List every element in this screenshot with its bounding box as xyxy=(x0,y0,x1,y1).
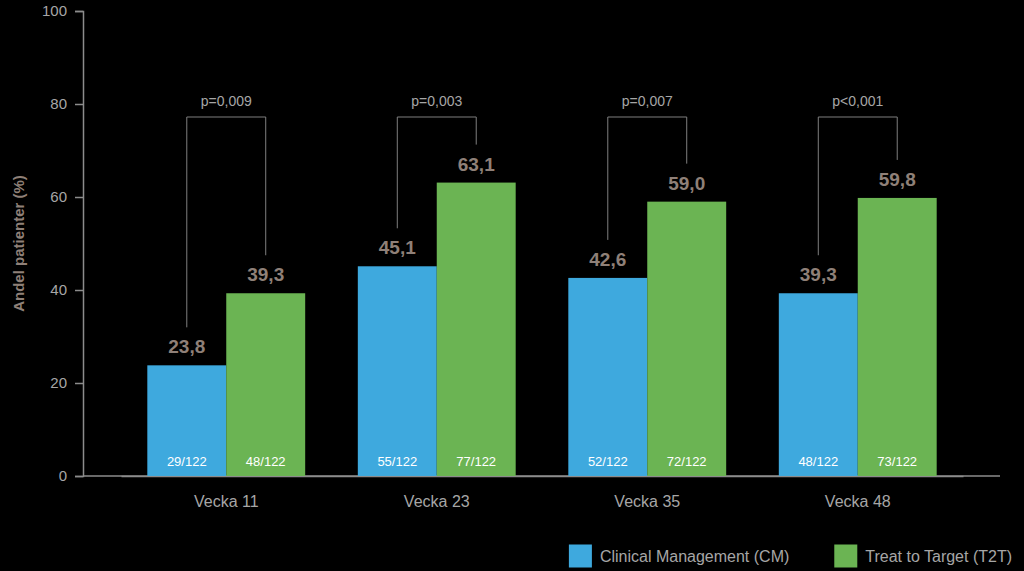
y-tick: 40 xyxy=(50,281,83,298)
legend-item: Clinical Management (CM) xyxy=(569,545,789,568)
bar xyxy=(568,278,647,476)
bar xyxy=(647,202,726,476)
p-value: p=0,009 xyxy=(201,93,252,109)
y-axis-title: Andel patienter (%) xyxy=(10,175,27,312)
y-tick-mark xyxy=(75,476,83,478)
y-tick-mark xyxy=(75,197,83,199)
y-tick-label: 20 xyxy=(50,374,67,391)
data-label: 39,3 xyxy=(247,264,284,285)
x-tick: Vecka 35 xyxy=(614,493,680,510)
count-label: 77/122 xyxy=(456,454,496,469)
x-tick: Vecka 11 xyxy=(194,493,259,510)
y-axis-line xyxy=(75,12,84,477)
legend-label: Clinical Management (CM) xyxy=(600,548,789,565)
y-axis: 0 20 40 60 80 100 xyxy=(42,2,84,484)
data-label: 39,3 xyxy=(800,264,837,285)
y-tick-label: 80 xyxy=(50,95,67,112)
x-axis: Vecka 11 Vecka 23 Vecka 35 Vecka 48 xyxy=(122,477,964,511)
y-tick: 80 xyxy=(50,95,83,112)
bracket xyxy=(397,117,476,228)
legend-swatch xyxy=(834,545,857,568)
count-label: 72/122 xyxy=(667,454,707,469)
x-tick: Vecka 23 xyxy=(404,493,470,510)
count-label: 48/122 xyxy=(798,454,838,469)
legend-label: Treat to Target (T2T) xyxy=(865,548,1012,565)
legend: Clinical Management (CM) Treat to Target … xyxy=(569,545,1012,568)
x-tick-label: Vecka 23 xyxy=(404,493,470,510)
bar xyxy=(779,293,858,476)
y-tick: 20 xyxy=(50,374,83,391)
y-tick-label: 100 xyxy=(42,2,67,19)
count-label: 55/122 xyxy=(377,454,417,469)
data-label: 42,6 xyxy=(589,249,626,270)
labels: 23,8 29/122 45,1 55/122 42,6 52/122 39,3 48/122… xyxy=(167,154,917,469)
bar xyxy=(437,183,516,476)
x-tick-label: Vecka 35 xyxy=(614,493,680,510)
p-value: p<0,001 xyxy=(832,93,883,109)
data-label: 59,0 xyxy=(668,173,705,194)
x-tick-label: Vecka 48 xyxy=(825,493,891,510)
bar xyxy=(858,198,937,476)
data-label: 59,8 xyxy=(879,169,916,190)
y-tick-mark xyxy=(75,290,83,292)
count-label: 29/122 xyxy=(167,454,207,469)
legend-swatch xyxy=(569,545,592,568)
y-tick-mark xyxy=(75,383,83,385)
data-label: 63,1 xyxy=(458,154,495,175)
bar xyxy=(147,365,226,476)
y-tick-label: 40 xyxy=(50,281,67,298)
bar xyxy=(226,293,305,476)
legend-item: Treat to Target (T2T) xyxy=(834,545,1012,568)
x-tick: Vecka 48 xyxy=(825,493,891,510)
chart: 020406080100Vecka 11Vecka 23Vecka 35Veck… xyxy=(0,0,1024,571)
x-tick-label: Vecka 11 xyxy=(194,493,259,510)
data-label: 45,1 xyxy=(379,237,416,258)
bracket xyxy=(608,117,687,240)
y-tick: 100 xyxy=(42,2,83,19)
data-label: 23,8 xyxy=(168,336,205,357)
count-label: 48/122 xyxy=(246,454,286,469)
y-tick: 60 xyxy=(50,188,83,205)
y-tick: 0 xyxy=(59,467,83,484)
count-label: 73/122 xyxy=(877,454,917,469)
bracket xyxy=(187,117,266,327)
bracket xyxy=(818,117,897,255)
y-tick-mark xyxy=(75,104,83,106)
count-label: 52/122 xyxy=(588,454,628,469)
y-tick-label: 60 xyxy=(50,188,67,205)
bar xyxy=(358,266,437,476)
p-value: p=0,003 xyxy=(411,93,462,109)
y-tick-mark xyxy=(75,11,83,13)
y-tick-label: 0 xyxy=(59,467,67,484)
p-value: p=0,007 xyxy=(622,93,673,109)
